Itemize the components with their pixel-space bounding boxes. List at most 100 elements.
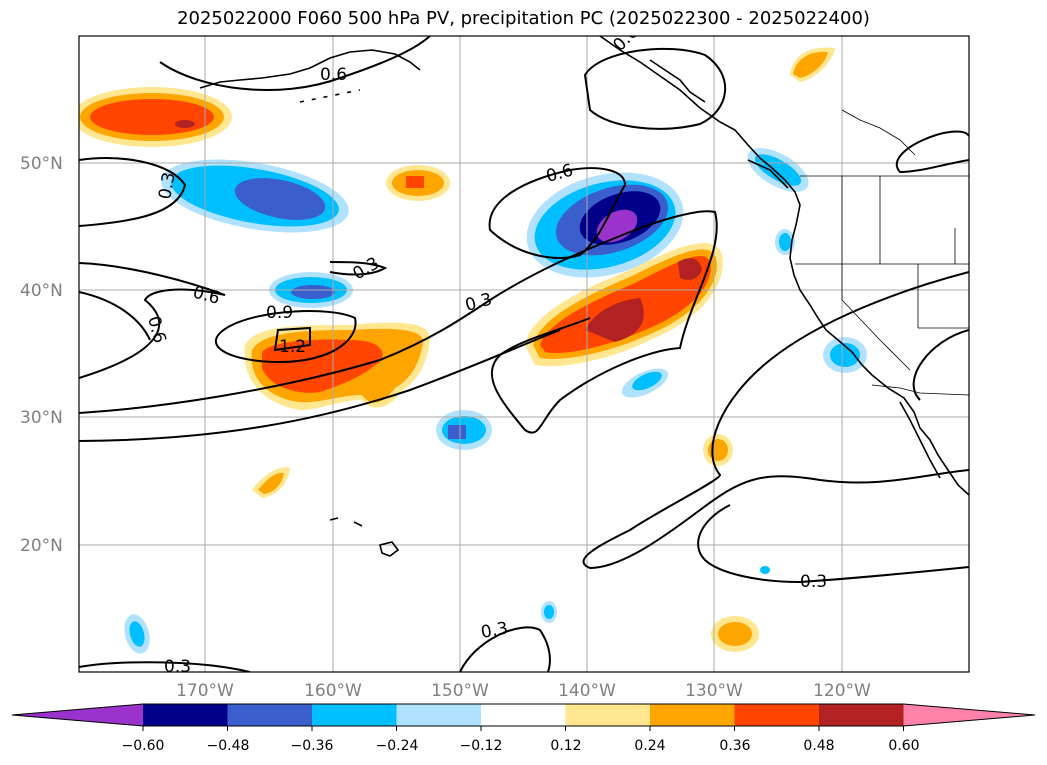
pv-contour-line xyxy=(459,626,551,672)
colorbar xyxy=(11,703,1036,731)
precip-negative-area xyxy=(291,285,335,299)
contour-label: 0.6 xyxy=(320,65,347,85)
colorbar-bin xyxy=(12,704,143,726)
pv-contour-line xyxy=(79,262,226,379)
lon-label: 120°W xyxy=(813,681,871,701)
colorbar-tick-label: 0.60 xyxy=(888,738,919,754)
colorbar-tick-label: −0.12 xyxy=(460,738,503,754)
contour-label: 0.3 xyxy=(800,572,827,592)
pv-contour-line xyxy=(79,329,561,442)
precip-positive-area xyxy=(718,622,752,646)
lat-label: 30°N xyxy=(20,408,63,428)
colorbar-bin xyxy=(396,704,482,726)
pv-contour-line xyxy=(895,130,969,174)
precip-positive-area xyxy=(175,120,195,128)
pv-contour-line xyxy=(159,36,431,91)
precip-negative-area xyxy=(760,566,770,574)
precip-negative-area xyxy=(830,343,860,367)
precip-negative-area xyxy=(779,233,791,251)
colorbar-tick-label: −0.36 xyxy=(291,738,334,754)
precip-negative-area xyxy=(234,178,326,220)
colorbar-tick-label: 0.36 xyxy=(719,738,750,754)
contour-label: 1.2 xyxy=(279,337,306,357)
lat-label: 20°N xyxy=(20,536,63,556)
contour-label: 0.6 xyxy=(191,283,222,309)
contour-label: 0.6 xyxy=(544,161,575,187)
precip-positive-area xyxy=(406,176,424,188)
pv-contour-line xyxy=(215,310,357,364)
colorbar-bin xyxy=(143,704,228,726)
precip-positive-area xyxy=(258,472,284,494)
pv-contour-line xyxy=(583,47,727,130)
precip-positive-area xyxy=(585,298,644,342)
latitude-labels: 50°N 40°N 30°N 20°N xyxy=(20,154,63,556)
lat-label: 50°N xyxy=(20,154,63,174)
contour-label: 0.3 xyxy=(479,619,509,643)
aleutian-islands xyxy=(299,89,361,103)
map-panel: 0.6 0.6 0.3 0.3 0.6 0.9 1.2 0.3 0.6 0.3 … xyxy=(79,36,969,677)
baja-peninsula xyxy=(899,401,941,479)
pv-contour-line xyxy=(912,329,969,401)
precip-positive-area xyxy=(262,339,383,393)
hawaii-islands xyxy=(329,517,339,521)
contour-label: 0.9 xyxy=(266,303,293,323)
contour-label: 0.3 xyxy=(155,171,179,201)
precip-negative-area xyxy=(129,621,145,647)
gridlines xyxy=(79,36,969,672)
colorbar-tick-label: −0.60 xyxy=(122,738,165,754)
colorbar-tick-label: 0.24 xyxy=(634,738,665,754)
aleutian-coastline xyxy=(199,49,421,89)
precip-positive-area xyxy=(678,258,702,280)
pv-contour-line xyxy=(329,261,388,276)
pv-contour-line xyxy=(79,210,718,434)
colorbar-bin xyxy=(312,704,397,726)
precip-negative-area xyxy=(632,371,662,391)
precip-fills xyxy=(79,47,867,654)
map-title: 2025022000 F060 500 hPa PV, precipitatio… xyxy=(177,8,870,29)
north-america-coastline xyxy=(599,36,969,496)
vancouver-island xyxy=(747,159,789,189)
colorbar-tick-label: 0.12 xyxy=(550,738,581,754)
pv-contour-line xyxy=(79,157,187,227)
california-nevada-border xyxy=(841,264,911,371)
colorbar-ticks: −0.60 −0.48 −0.36 −0.24 −0.12 0.12 0.24 … xyxy=(122,738,920,754)
colorbar-bin xyxy=(481,704,566,726)
pv-contour-line xyxy=(273,326,311,352)
alaska-panhandle xyxy=(649,59,706,103)
political-borders xyxy=(795,109,969,396)
pv-contour-line xyxy=(697,504,969,584)
precip-negative-area xyxy=(754,154,802,186)
hawaii-big-island xyxy=(379,541,400,557)
colorbar-tick-label: −0.24 xyxy=(376,738,419,754)
contour-label: 0.6 xyxy=(143,314,169,345)
canada-province-border xyxy=(841,109,916,156)
pv-contour-line xyxy=(488,167,627,260)
lon-label: 160°W xyxy=(304,681,362,701)
longitude-labels: 170°W 160°W 150°W 140°W 130°W 120°W xyxy=(176,681,871,701)
precip-negative-area xyxy=(544,605,554,619)
contour-label: 0.3 xyxy=(350,253,383,284)
precip-positive-area xyxy=(708,439,728,461)
lat-label: 40°N xyxy=(20,281,63,301)
colorbar-tick-label: −0.48 xyxy=(207,738,250,754)
colorbar-bin xyxy=(565,704,651,726)
contour-labels: 0.6 0.6 0.3 0.3 0.6 0.9 1.2 0.3 0.6 0.3 … xyxy=(143,36,827,677)
colorbar-tick-label: 0.48 xyxy=(803,738,834,754)
contour-label: 0.3 xyxy=(164,657,191,677)
pv-contours xyxy=(79,36,969,672)
hawaii-islands xyxy=(353,521,363,527)
colorbar-bin xyxy=(734,704,820,726)
map-frame xyxy=(78,35,970,673)
colorbar-bin xyxy=(227,704,313,726)
pv-contour-line xyxy=(79,661,251,672)
lon-label: 170°W xyxy=(176,681,234,701)
pv-contour-line xyxy=(582,271,969,570)
colorbar-bin xyxy=(819,704,904,726)
colorbar-bin xyxy=(650,704,735,726)
lon-label: 140°W xyxy=(558,681,616,701)
lon-label: 150°W xyxy=(431,681,489,701)
colorbar-bin xyxy=(903,704,1035,726)
precip-negative-area xyxy=(448,425,466,439)
precip-positive-area xyxy=(793,51,828,78)
